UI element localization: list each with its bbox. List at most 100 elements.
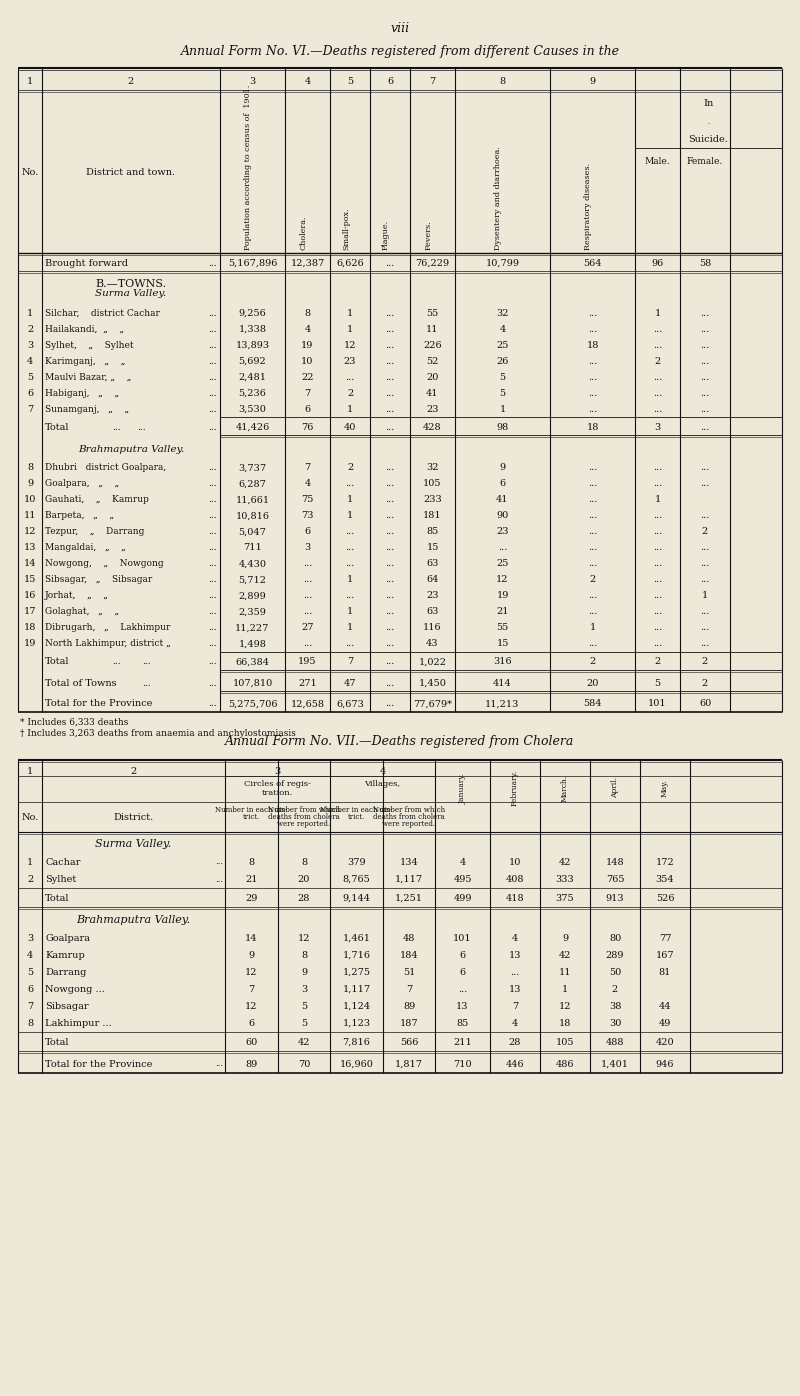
Text: 7: 7 [27,405,33,413]
Text: North Lakhimpur, district „: North Lakhimpur, district „ [45,639,171,649]
Text: 1,275: 1,275 [342,967,370,977]
Text: 8: 8 [249,859,254,867]
Text: 7: 7 [304,463,310,472]
Text: ...: ... [653,511,662,521]
Text: 58: 58 [699,258,711,268]
Text: ...: ... [588,639,597,649]
Text: 5: 5 [27,967,33,977]
Text: Dysentery and diarrhoea.: Dysentery and diarrhoea. [494,147,502,250]
Text: ...: ... [346,479,354,489]
Text: ...: ... [208,463,216,472]
Text: tration.: tration. [262,789,293,797]
Text: Habiganj,   „    „: Habiganj, „ „ [45,388,119,398]
Text: Cachar: Cachar [45,859,80,867]
Text: ...: ... [346,528,354,536]
Text: 60: 60 [699,699,711,709]
Text: 1,022: 1,022 [418,658,446,666]
Text: 333: 333 [556,875,574,884]
Text: ...: ... [386,699,394,709]
Text: Circles of regis-: Circles of regis- [244,780,311,787]
Text: 48: 48 [403,934,415,944]
Text: 446: 446 [506,1060,524,1069]
Text: ...: ... [208,592,216,600]
Text: ...: ... [208,324,216,334]
Text: ...: ... [588,511,597,521]
Text: 42: 42 [558,951,571,960]
Text: ...: ... [653,341,662,349]
Text: ...: ... [346,592,354,600]
Text: 2: 2 [347,388,353,398]
Text: ...: ... [303,607,312,617]
Text: 63: 63 [426,607,438,617]
Text: 6: 6 [27,388,33,398]
Text: ...: ... [653,607,662,617]
Text: 187: 187 [400,1019,418,1027]
Text: 4: 4 [512,934,518,944]
Text: 18: 18 [559,1019,571,1027]
Text: 22: 22 [302,373,314,381]
Text: Darrang: Darrang [45,967,86,977]
Text: 23: 23 [496,528,509,536]
Text: 47: 47 [344,678,356,687]
Text: 5: 5 [499,373,506,381]
Text: ...: ... [700,560,710,568]
Text: 5: 5 [499,388,506,398]
Text: 6: 6 [499,479,506,489]
Text: Maulvi Bazar, „    „: Maulvi Bazar, „ „ [45,373,131,381]
Text: ...: ... [208,405,216,413]
Text: 4: 4 [27,356,33,366]
Text: trict.: trict. [243,812,260,821]
Text: Total: Total [45,658,70,666]
Text: Total: Total [45,1039,70,1047]
Text: 7: 7 [347,658,353,666]
Text: 16: 16 [24,592,36,600]
Text: 289: 289 [606,951,624,960]
Text: 1,498: 1,498 [238,639,266,649]
Text: 9: 9 [301,967,307,977]
Text: Kamrup: Kamrup [45,951,85,960]
Text: 90: 90 [496,511,509,521]
Text: ...: ... [386,592,394,600]
Text: ...: ... [653,324,662,334]
Text: 1: 1 [347,511,353,521]
Text: ...: ... [386,624,394,632]
Text: 2: 2 [590,658,596,666]
Text: Villages,: Villages, [365,780,401,787]
Text: 20: 20 [426,373,438,381]
Text: 3: 3 [274,766,281,776]
Text: 3: 3 [27,341,33,349]
Text: * Includes 6,333 deaths: * Includes 6,333 deaths [20,718,128,726]
Text: 710: 710 [453,1060,472,1069]
Text: ...: ... [588,405,597,413]
Text: 7: 7 [512,1002,518,1011]
Text: ...: ... [303,575,312,585]
Text: ...: ... [208,699,216,709]
Text: 2: 2 [130,766,137,776]
Text: ...: ... [386,405,394,413]
Text: ...: ... [510,967,520,977]
Text: 85: 85 [426,528,438,536]
Text: 5: 5 [27,373,33,381]
Text: † Includes 3,263 deaths from anaemia and anchylostomiasis: † Includes 3,263 deaths from anaemia and… [20,729,296,737]
Text: 116: 116 [423,624,442,632]
Text: were reported.: were reported. [278,819,330,828]
Text: 10: 10 [509,859,521,867]
Text: ...: ... [653,560,662,568]
Text: Total: Total [45,423,70,431]
Text: 566: 566 [400,1039,418,1047]
Text: ...: ... [386,324,394,334]
Text: ...: ... [386,341,394,349]
Text: 9: 9 [562,934,568,944]
Text: 765: 765 [606,875,624,884]
Text: Lakhimpur ...: Lakhimpur ... [45,1019,112,1027]
Text: 1,251: 1,251 [395,893,423,903]
Text: ...: ... [386,560,394,568]
Text: 32: 32 [496,309,509,317]
Text: ...: ... [700,543,710,553]
Text: 13,893: 13,893 [235,341,270,349]
Text: 12: 12 [246,967,258,977]
Text: ...: ... [588,560,597,568]
Text: ...: ... [208,543,216,553]
Text: ...: ... [386,356,394,366]
Text: District.: District. [114,812,154,821]
